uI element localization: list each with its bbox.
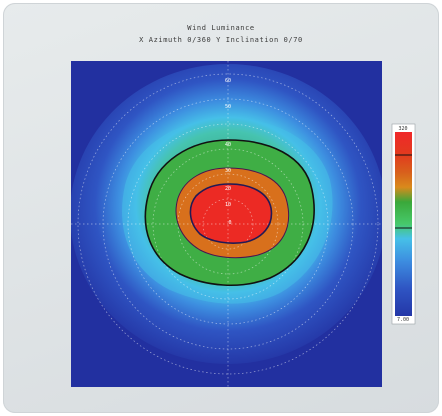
contour-inner [189,183,273,244]
heat-field [71,64,382,364]
ring-label-60: 60 [225,78,231,84]
colorbar-gradient [395,132,412,316]
contours [144,139,315,287]
contour-outer [144,139,315,287]
chart-title: Wind Luminance [187,24,255,32]
ring-label-0: 0 [228,220,231,226]
contour-middle [175,167,290,259]
chart-subtitle: X Azimuth 0/360 Y Inclination 0/70 [139,36,303,44]
ring-label-30: 30 [225,168,231,174]
ring-label-50: 50 [225,104,231,110]
ring-label-10: 10 [225,202,231,208]
colorbar-min-label: 7.00 [397,317,409,323]
colorbar: 320 7.00 [391,123,416,325]
grid-ring-60 [77,73,379,375]
heat-band-red [190,184,272,244]
ring-label-20: 20 [225,186,231,192]
grid-ring-10 [202,198,254,250]
colorbar-max-label: 320 [398,126,407,132]
ring-label-40: 40 [225,142,231,148]
ring-labels: 60 50 40 30 20 10 0 [225,78,232,226]
